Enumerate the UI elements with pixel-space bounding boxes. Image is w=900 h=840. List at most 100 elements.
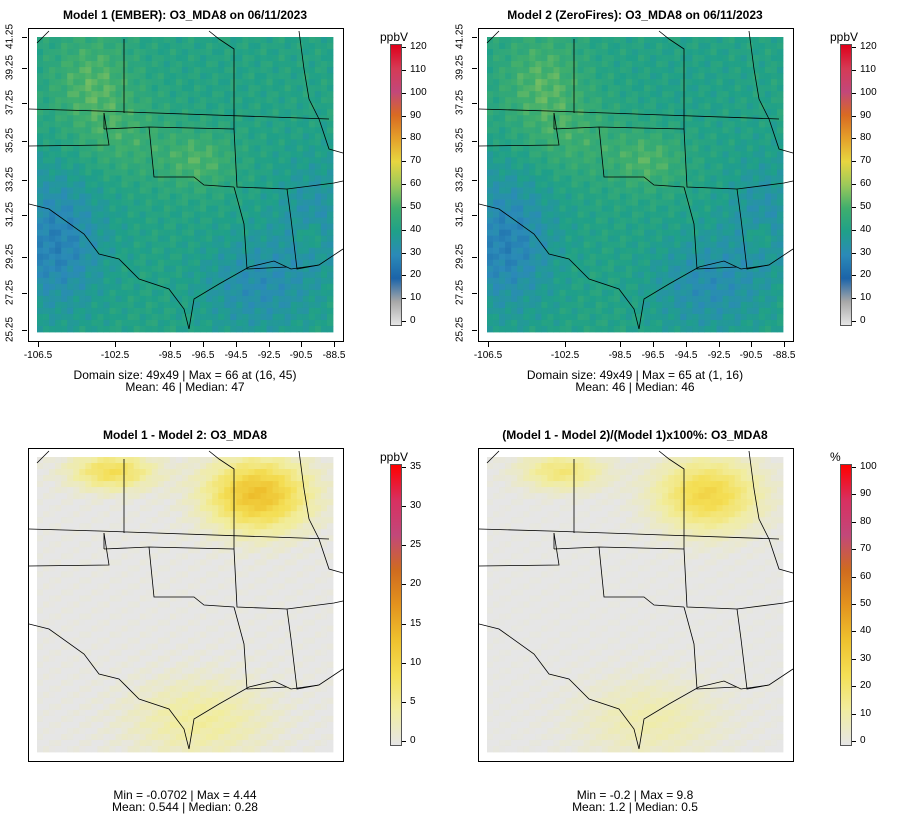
colorbar-label: 60 [410,178,422,189]
state-boundary [638,260,770,330]
colorbar-label: 50 [860,598,872,609]
map-svg [29,30,343,333]
x-tick-label: -90.5 [739,350,763,361]
colorbar-label: 70 [860,543,872,555]
stats-line-1: Min = -0.2 | Max = 9.8 [576,788,694,802]
x-tick-mark [686,342,687,347]
colorbar-label: 0 [410,735,416,746]
colorbar-tick [852,206,856,208]
colorbar-label: 10 [860,707,872,719]
map-svg [29,450,343,753]
y-tick-mark [22,293,27,294]
colorbar-label: 40 [860,223,872,235]
y-tick-mark [22,103,27,104]
colorbar-tick [852,69,856,71]
map-frame [478,448,794,762]
colorbar-label: 60 [860,178,872,189]
colorbar [390,44,402,326]
y-tick-label: 33.25 [454,166,466,193]
x-tick-mark [620,342,621,347]
colorbar-label: 100 [860,461,877,472]
colorbar-tick [852,576,856,578]
colorbar-label: 40 [410,223,422,235]
colorbar-tick [852,298,856,300]
y-tick-mark [22,215,27,216]
colorbar [390,464,402,746]
map-frame [28,28,344,342]
colorbar-label: 120 [860,41,877,52]
y-tick-label: 39.25 [4,54,16,81]
colorbar-label: 80 [860,132,872,144]
y-tick-label: 25.25 [454,316,466,343]
y-tick-label: 33.25 [4,166,16,193]
colorbar-label: 35 [410,461,422,472]
colorbar-tick [852,321,856,322]
colorbar-tick [852,604,856,605]
map-panel-p4: (Model 1 - Model 2)/(Model 1)x100%: O3_M… [450,420,900,840]
state-boundary [188,260,320,330]
x-tick-label: -90.5 [289,350,313,361]
colorbar-tick [852,115,856,117]
state-boundary [208,30,235,129]
x-tick-mark [38,342,39,347]
map-svg [479,30,793,333]
x-tick-label: -102.5 [550,350,580,361]
colorbar-tick [852,549,856,551]
state-boundary [553,126,685,188]
state-boundary [29,203,190,330]
state-boundary [29,30,330,147]
colorbar-label: 50 [860,200,872,212]
x-tick-label: -92.5 [707,350,731,361]
colorbar-label: 25 [410,539,422,551]
state-boundary [658,450,685,549]
x-tick-mark [236,342,237,347]
colorbar-label: 110 [860,63,876,75]
y-tick-mark [472,37,477,38]
panel-title: Model 2 (ZeroFires): O3_MDA8 on 06/11/20… [507,8,763,22]
state-boundary [683,186,738,270]
colorbar-tick [402,184,406,185]
y-tick-mark [472,68,477,69]
y-tick-label: 27.25 [4,279,16,306]
x-tick-mark [170,342,171,347]
x-tick-mark [334,342,335,347]
x-tick-label: -88.5 [772,350,796,361]
state-boundary [553,533,793,610]
panel-title: Model 1 (EMBER): O3_MDA8 on 06/11/2023 [62,8,308,22]
colorbar-label: 30 [860,652,872,664]
colorbar-tick [852,92,856,94]
colorbar-tick [402,47,406,48]
colorbar-unit: % [830,450,841,464]
state-boundary [298,30,343,154]
colorbar-tick [402,545,406,547]
colorbar-label: 5 [410,695,416,707]
colorbar-tick [852,631,856,633]
colorbar-tick [402,115,406,117]
state-boundary [188,680,320,750]
x-tick-label: -106.5 [23,350,53,361]
colorbar-tick [852,161,856,163]
state-boundary [208,450,235,549]
state-boundary [748,450,793,574]
colorbar-unit: ppbV [380,30,409,44]
y-tick-label: 35.25 [454,127,466,154]
x-tick-mark [565,342,566,347]
x-tick-label: -94.5 [674,350,698,361]
colorbar-label: 10 [410,656,422,668]
colorbar-tick [852,741,856,742]
state-boundary [479,450,780,567]
y-tick-label: 25.25 [4,316,16,343]
colorbar-label: 100 [410,86,427,98]
colorbar-label: 10 [410,292,422,304]
y-tick-mark [22,37,27,38]
state-boundary [553,546,685,608]
y-tick-label: 37.25 [4,89,16,116]
y-tick-label: 37.25 [454,89,466,116]
colorbar-tick [852,686,856,688]
x-tick-label: -88.5 [322,350,346,361]
colorbar-tick [402,467,406,468]
colorbar-label: 70 [860,155,872,167]
colorbar-tick [852,275,856,277]
colorbar-label: 90 [410,109,422,121]
colorbar-tick [852,521,856,523]
